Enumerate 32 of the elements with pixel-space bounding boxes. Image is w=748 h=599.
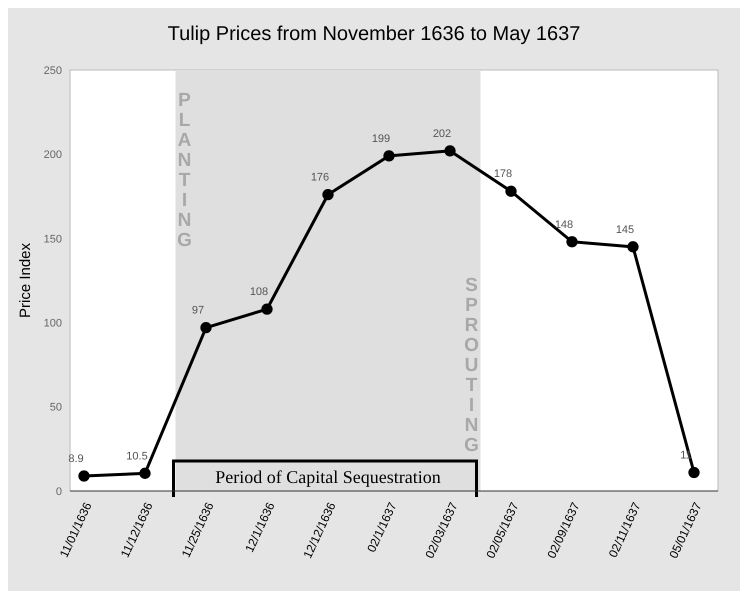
data-label: 97	[192, 304, 204, 317]
chart-title: Tulip Prices from November 1636 to May 1637	[168, 23, 580, 45]
data-label: 176	[310, 172, 330, 184]
point	[383, 150, 395, 162]
data-label: 108	[250, 286, 268, 298]
data-label: 8.9	[68, 453, 84, 466]
band-label: PLANTING	[177, 90, 192, 251]
data-label: 202	[432, 128, 452, 140]
y-tick-label: 0	[56, 486, 62, 498]
point	[261, 303, 273, 315]
y-tick-label: 250	[44, 64, 62, 77]
data-label: 199	[372, 132, 390, 145]
text: SPROUTING	[464, 275, 479, 456]
point	[505, 186, 517, 197]
point	[627, 241, 639, 252]
data-label: 148	[554, 218, 574, 231]
data-label: 145	[616, 224, 634, 236]
y-tick-label: 200	[44, 149, 62, 162]
y-tick-label: 50	[50, 402, 62, 414]
y-tick-label: 100	[44, 317, 62, 330]
y-tick-label: 150	[44, 233, 62, 246]
point	[322, 188, 334, 200]
data-label: 178	[494, 168, 512, 180]
y-axis-title: Price Index	[17, 242, 34, 318]
point	[139, 468, 151, 479]
point	[566, 236, 578, 248]
annotation: Period of Capital Sequestration	[215, 467, 441, 487]
point	[444, 145, 456, 156]
point	[200, 322, 212, 334]
point	[688, 466, 700, 478]
point	[78, 470, 90, 482]
data-label: 10.5	[126, 450, 148, 462]
